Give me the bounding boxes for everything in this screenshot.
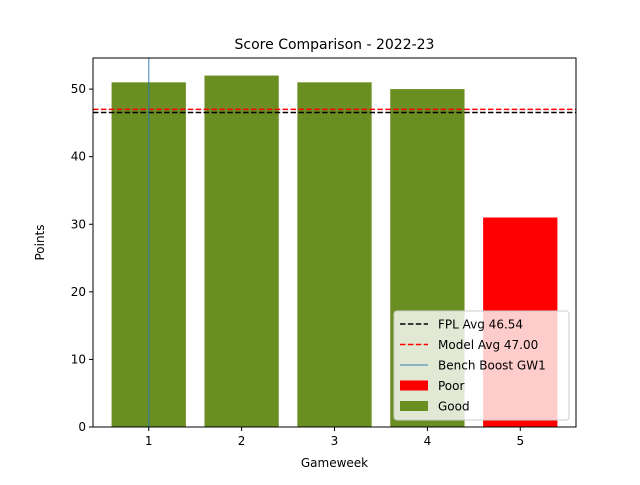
legend-label-1: Model Avg 47.00	[438, 338, 538, 352]
y-tick-label-50: 50	[71, 82, 86, 96]
chart-title: Score Comparison - 2022-23	[235, 37, 435, 53]
reference-lines-layer	[93, 58, 576, 427]
legend-label-0: FPL Avg 46.54	[438, 318, 523, 332]
y-tick-label-20: 20	[71, 285, 86, 299]
y-tick-label-10: 10	[71, 352, 86, 366]
x-tick-label-3: 3	[331, 434, 339, 448]
legend-swatch-3	[400, 380, 428, 391]
legend-label-3: Poor	[438, 379, 464, 393]
x-tick-label-5: 5	[516, 434, 524, 448]
x-axis-label: Gameweek	[301, 456, 368, 470]
x-tick-label-2: 2	[238, 434, 246, 448]
y-axis-label: Points	[33, 224, 47, 260]
bar-gameweek-3	[297, 82, 372, 427]
y-tick-label-0: 0	[78, 420, 86, 434]
legend-label-2: Bench Boost GW1	[438, 359, 546, 373]
legend: FPL Avg 46.54 Model Avg 47.00 Bench Boost …	[393, 310, 570, 421]
y-tick-label-30: 30	[71, 217, 86, 231]
y-tick-label-40: 40	[71, 150, 86, 164]
x-tick-label-4: 4	[424, 434, 432, 448]
bar-gameweek-2	[204, 75, 279, 428]
legend-swatch-4	[400, 401, 428, 411]
legend-box	[393, 310, 570, 421]
x-tick-label-1: 1	[145, 434, 153, 448]
legend-label-4: Good	[438, 400, 470, 414]
